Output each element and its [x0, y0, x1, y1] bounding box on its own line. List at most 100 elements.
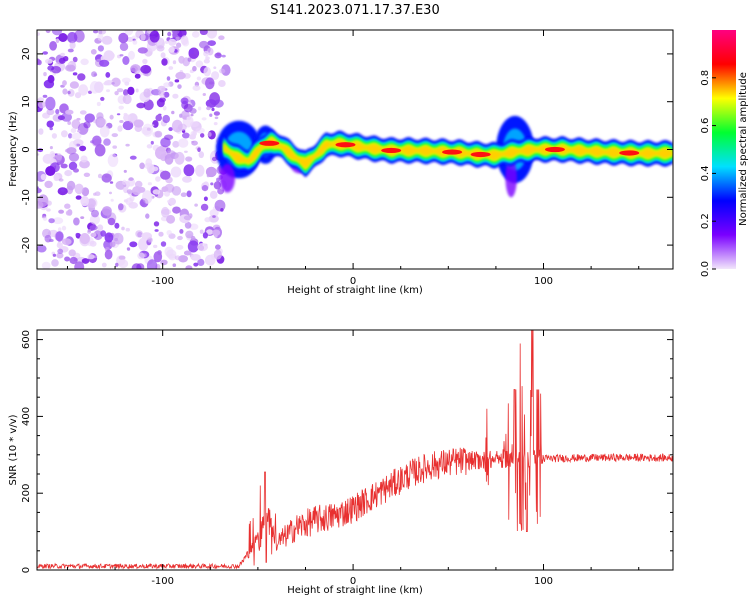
noise-blob	[185, 230, 194, 239]
ridge-peak	[335, 142, 356, 148]
noise-blob	[211, 71, 220, 80]
noise-blob	[68, 152, 80, 162]
noise-blob	[123, 199, 128, 203]
noise-blob	[42, 51, 48, 55]
noise-blob	[58, 178, 64, 182]
noise-blob	[109, 181, 114, 184]
noise-blob	[136, 102, 146, 109]
noise-blob	[197, 106, 202, 111]
noise-blob	[195, 127, 205, 134]
ridge-peak	[442, 149, 463, 155]
noise-blob	[163, 82, 171, 88]
noise-blob	[206, 106, 211, 111]
noise-blob	[152, 120, 159, 128]
noise-blob	[37, 244, 47, 253]
noise-blob	[57, 248, 64, 254]
noise-blob	[67, 90, 71, 95]
noise-blob	[55, 38, 60, 44]
noise-blob	[37, 100, 46, 109]
noise-blob	[166, 76, 171, 81]
noise-blob	[65, 64, 76, 72]
noise-blob	[49, 127, 53, 131]
noise-blob	[171, 30, 180, 35]
noise-blob	[66, 180, 76, 191]
noise-blob	[40, 173, 47, 181]
noise-blob	[76, 117, 81, 121]
noise-blob	[119, 120, 124, 123]
ridge-peak	[470, 151, 491, 158]
noise-blob	[80, 216, 85, 220]
noise-blob	[213, 249, 222, 260]
noise-blob	[172, 93, 179, 99]
noise-blob	[129, 241, 138, 248]
noise-blob	[135, 230, 143, 238]
noise-blob	[50, 69, 54, 73]
noise-blob	[71, 119, 81, 130]
noise-blob	[140, 64, 152, 74]
noise-blob	[168, 66, 174, 70]
noise-blob	[130, 65, 138, 73]
noise-blob	[182, 176, 192, 183]
noise-blob	[67, 48, 74, 53]
noise-blob	[62, 80, 67, 86]
noise-blob	[167, 150, 176, 156]
x-tick-label: 100	[534, 576, 553, 587]
noise-blob	[122, 120, 134, 131]
noise-blob	[135, 88, 139, 93]
noise-blob	[191, 140, 198, 146]
noise-blob	[174, 151, 185, 165]
spectrogram-xlabel: Height of straight line (km)	[287, 285, 423, 296]
noise-blob	[56, 252, 64, 259]
noise-blob	[51, 259, 59, 267]
noise-blob	[52, 217, 64, 225]
noise-blob	[72, 72, 78, 76]
noise-blob	[65, 109, 74, 115]
noise-blob	[73, 217, 80, 226]
noise-blobs	[37, 30, 231, 269]
noise-blob	[162, 105, 167, 111]
noise-blob	[58, 209, 64, 214]
noise-blob	[93, 192, 97, 196]
noise-blob	[171, 186, 182, 196]
noise-blob	[114, 91, 119, 96]
noise-blob	[168, 38, 177, 46]
snr-marks	[37, 330, 673, 570]
noise-blob	[64, 203, 71, 209]
noise-blob	[209, 113, 213, 117]
noise-blob	[103, 50, 115, 62]
noise-blob	[211, 107, 215, 112]
noise-blob	[214, 52, 222, 59]
y-tick-label: -10	[21, 189, 32, 205]
noise-blob	[202, 232, 208, 239]
noise-blob	[119, 42, 129, 51]
noise-blob	[107, 153, 119, 167]
noise-blob	[73, 168, 79, 173]
noise-blob	[190, 113, 194, 117]
noise-blob	[125, 227, 130, 232]
noise-blob	[90, 232, 97, 238]
noise-blob	[114, 222, 120, 229]
noise-blob	[184, 221, 192, 229]
noise-blob	[99, 125, 110, 138]
noise-blob	[60, 52, 66, 57]
noise-blob	[153, 251, 163, 263]
noise-blob	[41, 261, 51, 269]
noise-blob	[57, 227, 62, 232]
noise-blob	[51, 66, 62, 74]
noise-blob	[182, 132, 190, 139]
x-tick-label: 0	[350, 276, 356, 287]
noise-blob	[122, 56, 130, 65]
noise-blob	[122, 179, 127, 185]
noise-blob	[172, 263, 177, 268]
noise-blob	[178, 55, 185, 64]
noise-blob	[158, 231, 164, 237]
noise-blob	[203, 50, 210, 57]
noise-blob	[164, 191, 170, 197]
noise-blob	[70, 128, 77, 133]
noise-blob	[79, 110, 87, 115]
noise-blob	[37, 194, 49, 207]
noise-blob	[37, 148, 44, 153]
noise-blob	[49, 146, 53, 150]
noise-blob	[177, 84, 182, 89]
noise-blob	[172, 206, 181, 214]
